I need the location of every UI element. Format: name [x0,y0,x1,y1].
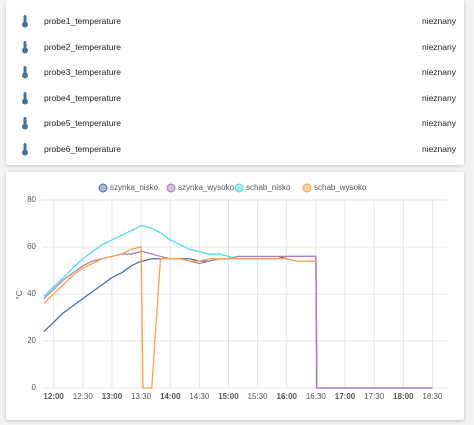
legend-label: szynka_nisko [110,183,159,192]
entity-row[interactable]: probe2_temperature nieznany [6,34,464,60]
legend-swatch [98,183,108,193]
entity-state: nieznany [421,118,456,128]
x-tick-label: 17:00 [335,392,356,401]
entity-state: nieznany [421,143,456,154]
x-tick-label: 15:30 [248,392,269,401]
history-card: °C 0 20 40 60 80 12:00 12:30 13:00 13:30 14:00 14:… [6,172,464,420]
y-tick-label: 60 [27,242,36,251]
x-tick-label: 18:00 [393,392,414,401]
entity-name: probe6_temperature [44,143,122,154]
x-tick-label: 12:30 [73,392,94,401]
entity-state: nieznany [421,16,456,26]
entity-row[interactable]: probe1_temperature nieznany [6,8,464,34]
thermometer-icon [22,15,28,28]
legend-label: szynka_wysoko [178,183,235,192]
entity-name: probe5_temperature [44,118,122,128]
x-tick-label: 13:00 [102,392,123,401]
legend-label: schab_nisko [246,183,291,192]
thermometer-icon [22,91,28,104]
entity-name: probe1_temperature [44,16,122,26]
entity-state: nieznany [421,92,456,103]
x-tick-label: 18:30 [422,392,443,401]
legend-label: schab_wysoko [314,183,367,192]
entity-name: probe4_temperature [44,92,122,103]
entity-row[interactable]: probe5_temperature nieznany [6,110,464,136]
x-tick-label: 12:00 [43,392,64,401]
thermometer-icon [22,66,28,79]
x-tick-label: 17:30 [364,392,385,401]
x-tick-label: 15:00 [218,392,239,401]
series-line [43,225,316,297]
y-tick-label: 80 [27,195,36,204]
chart: °C 0 20 40 60 80 12:00 12:30 13:00 13:30 14:00 14:… [15,183,447,401]
entity-row[interactable]: probe3_temperature nieznany [6,59,464,85]
x-tick-label: 16:30 [306,392,327,401]
thermometer-icon [22,40,28,53]
series-line [43,246,316,389]
y-tick-label: 0 [32,383,37,392]
x-tick-label: 14:30 [189,392,210,401]
x-tick-label: 14:00 [160,392,181,401]
thermometer-icon [22,142,28,155]
legend-swatch [166,183,176,193]
x-tick-label: 13:30 [131,392,152,401]
entity-row[interactable]: probe6_temperature nieznany [6,136,464,162]
x-tick-label: 16:00 [277,392,298,401]
entity-name: probe2_temperature [44,41,122,52]
legend-swatch [234,183,244,193]
entity-state: nieznany [421,41,456,52]
y-axis-label: °C [15,290,24,299]
legend-swatch [302,183,312,193]
y-tick-label: 20 [27,336,36,345]
entity-name: probe3_temperature [44,67,122,77]
y-tick-label: 40 [27,289,36,298]
thermometer-icon [22,117,28,130]
entities-card: probe1_temperature nieznany probe2_tempera… [6,0,464,165]
entity-state: nieznany [421,67,456,77]
entity-row[interactable]: probe4_temperature nieznany [6,85,464,111]
